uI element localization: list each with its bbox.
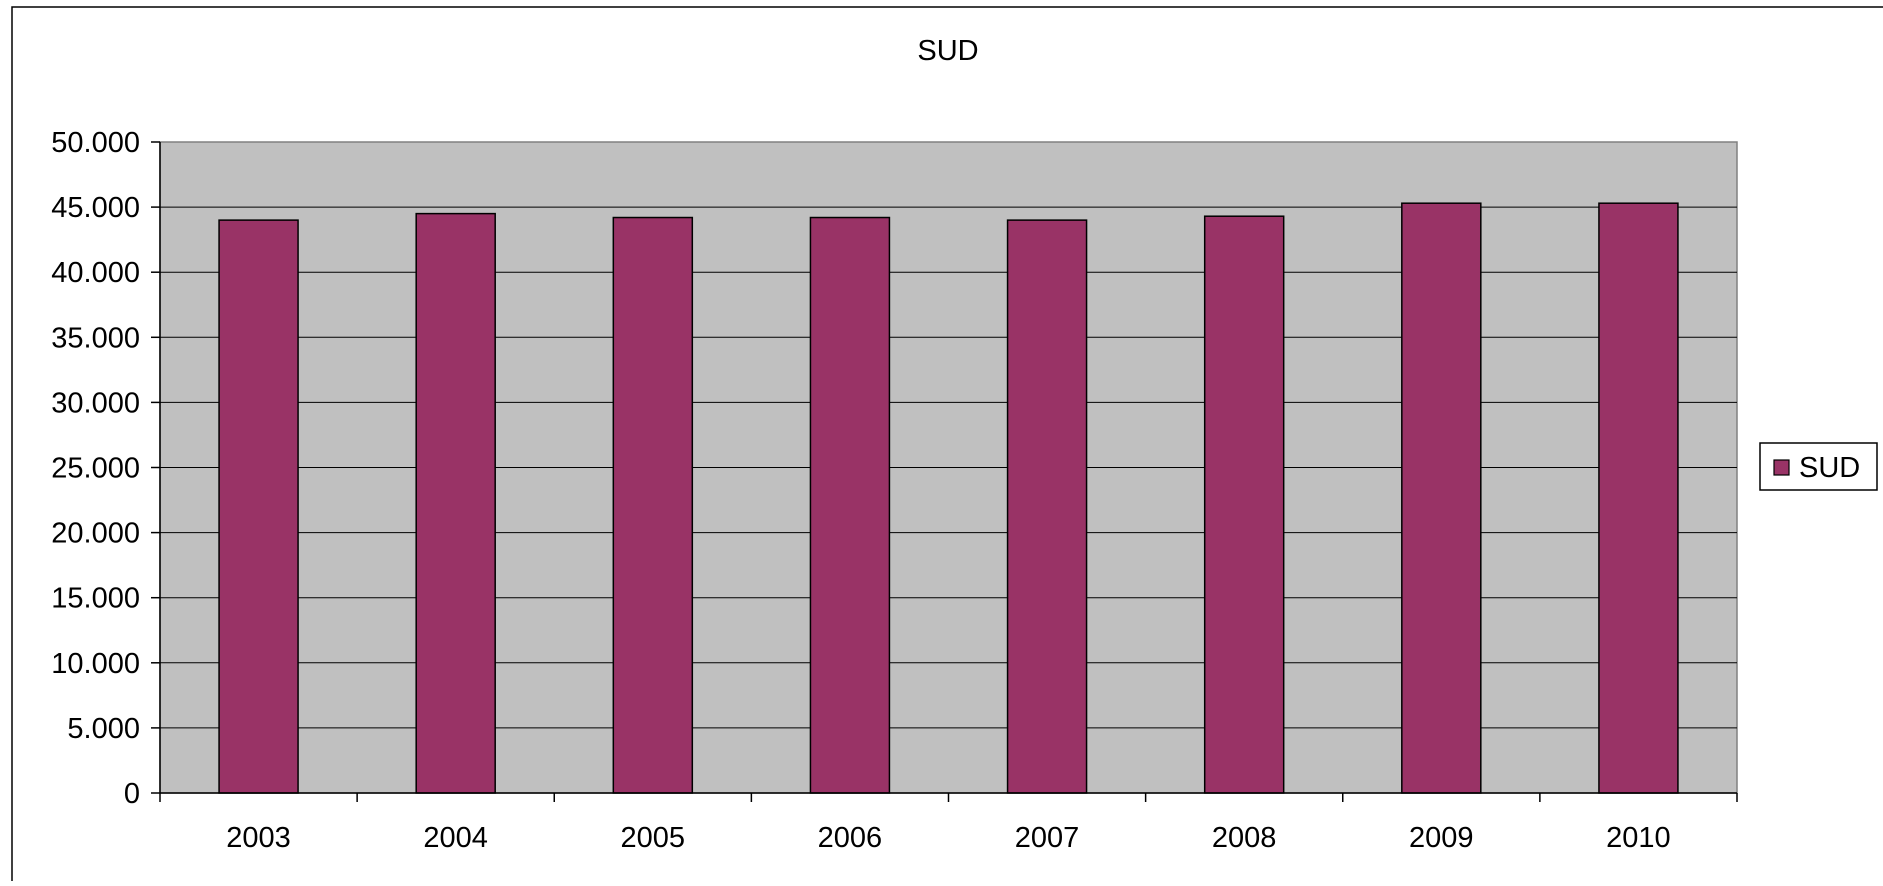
- bars: [218, 202, 1679, 794]
- y-tick-label: 25.000: [51, 453, 140, 485]
- y-tick-label: 45.000: [51, 192, 140, 224]
- bar: [1006, 219, 1088, 794]
- bar: [1203, 215, 1285, 794]
- bar: [809, 216, 891, 794]
- y-axis-ticks: 0 5.000 10.000 15.000 20.000 25.000 30.000 35.0…: [51, 127, 160, 810]
- chart-title: SUD: [917, 35, 978, 67]
- x-tick-label: 2010: [1606, 822, 1671, 854]
- x-tick-label: 2005: [621, 822, 686, 854]
- bar: [612, 216, 694, 794]
- y-tick-label: 10.000: [51, 648, 140, 680]
- y-tick-label: 30.000: [51, 387, 140, 419]
- bar: [218, 219, 299, 794]
- y-tick-label: 20.000: [51, 518, 140, 550]
- legend-swatch: [1773, 459, 1790, 476]
- x-tick-label: 2003: [226, 822, 291, 854]
- y-tick-label: 0: [124, 778, 140, 810]
- x-tick-label: 2009: [1409, 822, 1474, 854]
- x-axis-ticks: 2003 2004 2005 2006 2007 2008 2009 2010: [159, 793, 1738, 854]
- bar: [1598, 202, 1679, 794]
- bar: [415, 212, 496, 794]
- bar: [1401, 202, 1482, 794]
- legend: SUD: [1759, 442, 1878, 491]
- x-tick-label: 2006: [818, 822, 883, 854]
- y-tick-label: 40.000: [51, 257, 140, 289]
- x-tick-label: 2007: [1015, 822, 1080, 854]
- x-tick-label: 2004: [423, 822, 488, 854]
- y-tick-label: 15.000: [51, 583, 140, 615]
- x-tick-label: 2008: [1212, 822, 1277, 854]
- legend-label: SUD: [1799, 452, 1860, 484]
- y-tick-label: 35.000: [51, 322, 140, 354]
- y-tick-label: 5.000: [67, 713, 140, 745]
- y-tick-label: 50.000: [51, 127, 140, 159]
